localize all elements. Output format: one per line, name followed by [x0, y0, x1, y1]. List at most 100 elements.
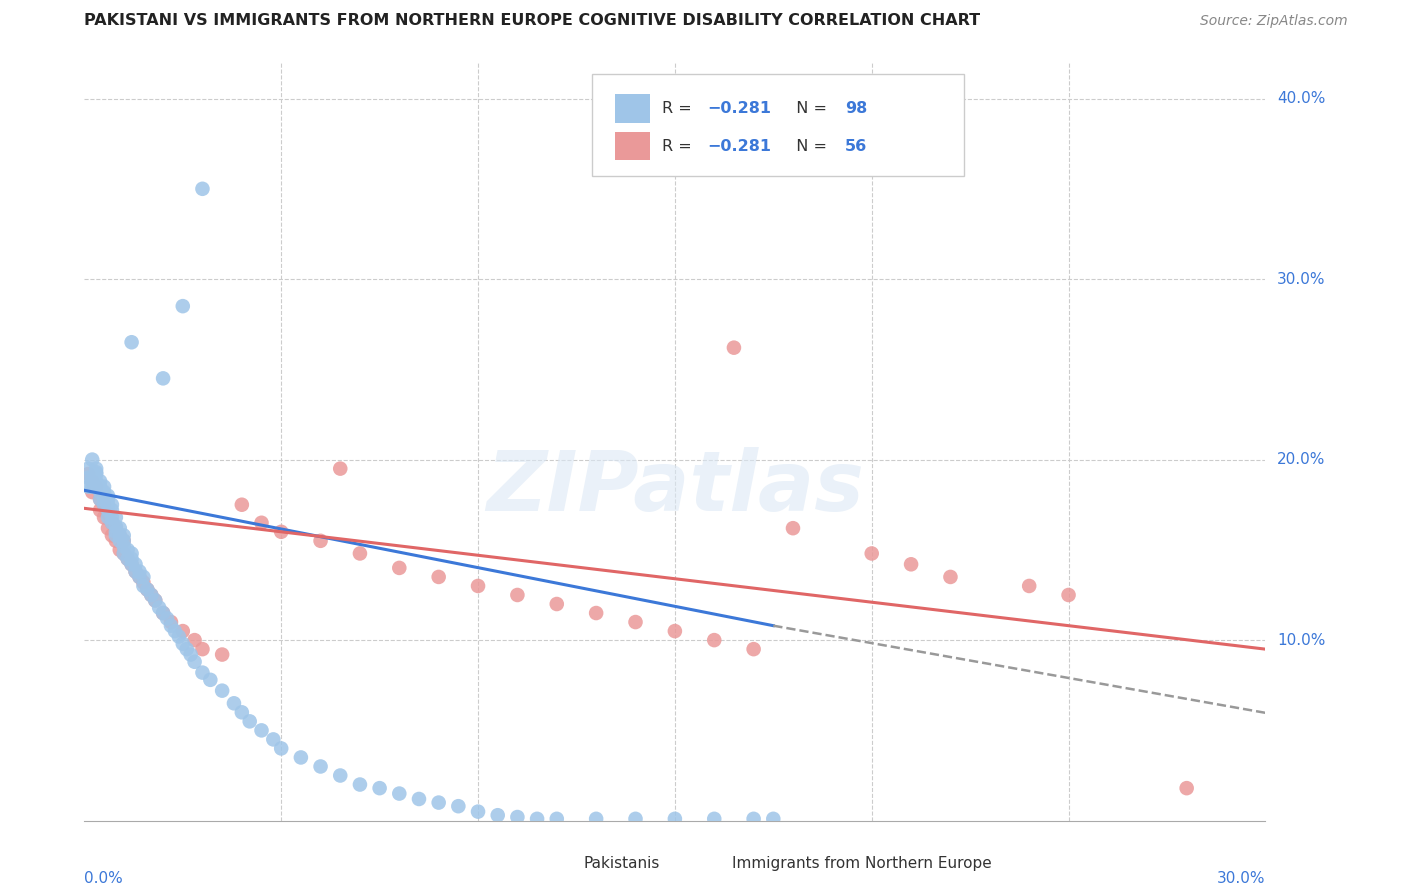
Point — [860, 546, 883, 560]
Point — [1175, 781, 1198, 796]
Point — [167, 630, 190, 644]
Point — [1057, 588, 1080, 602]
Point — [77, 467, 100, 481]
Text: 0.0%: 0.0% — [84, 871, 124, 886]
Point — [121, 558, 143, 572]
Bar — [551, 856, 572, 871]
Point — [121, 335, 143, 350]
Text: Source: ZipAtlas.com: Source: ZipAtlas.com — [1201, 14, 1348, 29]
Point — [309, 759, 332, 773]
Point — [97, 510, 120, 524]
Point — [467, 805, 489, 819]
Point — [211, 683, 233, 698]
Point — [703, 633, 725, 648]
Point — [121, 552, 143, 566]
Point — [1018, 579, 1040, 593]
Point — [97, 503, 120, 517]
Point — [104, 519, 127, 533]
Point — [172, 637, 194, 651]
Point — [368, 781, 391, 796]
Point — [152, 371, 174, 385]
Point — [143, 593, 166, 607]
Point — [117, 542, 139, 557]
Point — [108, 542, 131, 557]
Point — [309, 533, 332, 548]
Point — [84, 480, 107, 494]
Point — [506, 810, 529, 824]
Point — [77, 470, 100, 484]
Point — [231, 706, 253, 720]
Point — [93, 492, 115, 507]
Point — [124, 565, 146, 579]
Point — [262, 732, 284, 747]
Point — [89, 492, 111, 507]
Point — [101, 510, 124, 524]
Point — [89, 480, 111, 494]
Text: 56: 56 — [845, 138, 868, 153]
Point — [250, 516, 273, 530]
Point — [762, 812, 785, 826]
Point — [270, 741, 292, 756]
Point — [82, 480, 104, 494]
Point — [82, 475, 104, 489]
Point — [82, 485, 104, 500]
Point — [104, 510, 127, 524]
Point — [183, 633, 205, 648]
Point — [117, 552, 139, 566]
Point — [160, 615, 183, 629]
Point — [427, 796, 450, 810]
Point — [77, 461, 100, 475]
Point — [121, 558, 143, 572]
Point — [108, 533, 131, 548]
Point — [388, 561, 411, 575]
Point — [408, 792, 430, 806]
Point — [200, 673, 222, 687]
Point — [128, 565, 150, 579]
Point — [183, 655, 205, 669]
Point — [349, 546, 371, 560]
Text: Pakistanis: Pakistanis — [583, 855, 661, 871]
Point — [89, 485, 111, 500]
Point — [97, 507, 120, 521]
Point — [82, 475, 104, 489]
Point — [172, 299, 194, 313]
Point — [388, 787, 411, 801]
Point — [89, 475, 111, 489]
Point — [128, 570, 150, 584]
Point — [152, 606, 174, 620]
Point — [329, 768, 352, 782]
Point — [250, 723, 273, 738]
Point — [152, 606, 174, 620]
Point — [124, 565, 146, 579]
Bar — [614, 94, 650, 122]
Point — [506, 588, 529, 602]
Point — [89, 503, 111, 517]
Text: 20.0%: 20.0% — [1277, 452, 1326, 467]
Text: −0.281: −0.281 — [707, 138, 770, 153]
Text: N =: N = — [786, 101, 832, 116]
Point — [141, 588, 163, 602]
Point — [108, 528, 131, 542]
Point — [112, 533, 135, 548]
Point — [93, 489, 115, 503]
Text: R =: R = — [662, 138, 697, 153]
Point — [101, 516, 124, 530]
Bar — [614, 132, 650, 161]
Point — [104, 524, 127, 539]
Point — [211, 648, 233, 662]
Text: 30.0%: 30.0% — [1218, 871, 1265, 886]
Point — [585, 812, 607, 826]
Point — [349, 778, 371, 792]
Point — [104, 528, 127, 542]
Text: N =: N = — [786, 138, 832, 153]
Point — [624, 615, 647, 629]
Point — [82, 470, 104, 484]
Point — [624, 812, 647, 826]
Point — [108, 521, 131, 535]
Point — [270, 524, 292, 539]
Point — [93, 485, 115, 500]
Point — [900, 558, 922, 572]
Point — [239, 714, 262, 729]
Point — [176, 642, 198, 657]
Point — [112, 539, 135, 553]
